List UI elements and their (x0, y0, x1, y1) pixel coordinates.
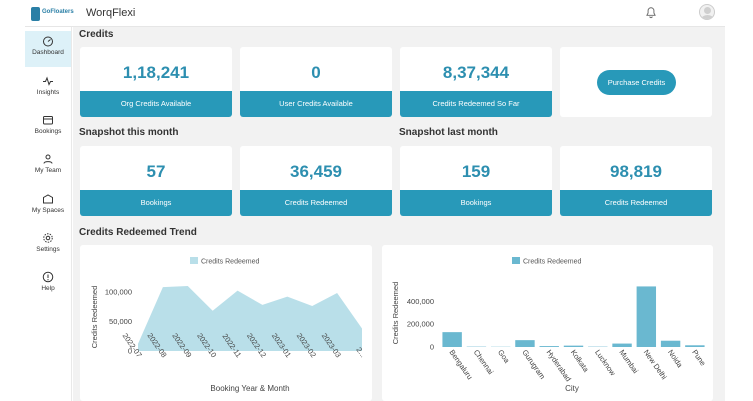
user-credits-label: User Credits Available (240, 91, 392, 117)
sidebar-item-dashboard[interactable]: Dashboard (25, 31, 71, 67)
x-tick-label: Lucknow (593, 348, 618, 378)
y-tick-label: 100,000 (105, 287, 132, 296)
x-tick-label: New Delhi (642, 348, 669, 381)
logo-text: GoFloaters (42, 9, 74, 15)
last-month-credits-card: 98,819 Credits Redeemed (560, 146, 712, 216)
legend-swatch (190, 257, 198, 264)
credits-redeemed-so-far-value: 8,37,344 (442, 63, 510, 82)
trend-chart-panel: Credits Redeemed 0 50,000 100,000 2022-07 202… (80, 245, 372, 401)
y-tick-label: 400,000 (407, 297, 434, 306)
org-credits-label: Org Credits Available (80, 91, 232, 117)
this-month-bookings-value: 57 (146, 162, 166, 181)
bar (636, 286, 657, 347)
bar (539, 346, 559, 347)
org-credits-value: 1,18,241 (122, 63, 190, 82)
sidebar-item-insights[interactable]: Insights (25, 71, 71, 107)
avatar-head-shape (704, 7, 711, 14)
x-tick-label: Hyderabad (545, 348, 573, 383)
avatar[interactable] (699, 4, 715, 20)
city-chart-panel: Credits Redeemed 0 200,000 400,000 Bengaluru… (382, 245, 713, 401)
sidebar-item-label: My Spaces (31, 207, 65, 214)
x-tick-label: Bengaluru (447, 348, 474, 381)
x-tick-label: Kolkata (569, 348, 591, 374)
bookings-icon (43, 116, 53, 125)
main-content: Credits 1,18,241 Org Credits Available 0… (73, 27, 725, 401)
this-month-bookings-card: 57 Bookings (80, 146, 232, 216)
team-icon (43, 154, 53, 164)
sidebar: Dashboard Insights Bookings My Team My S… (25, 27, 72, 401)
x-tick-label: Chennai (472, 348, 496, 376)
spaces-icon (43, 194, 53, 204)
sidebar-item-label: Insights (36, 89, 60, 96)
sidebar-item-settings[interactable]: Settings (25, 228, 71, 264)
area-series (138, 285, 362, 351)
this-month-credits-card: 36,459 Credits Redeemed (240, 146, 392, 216)
insights-icon (43, 76, 53, 86)
app-logo[interactable]: GoFloaters (31, 5, 75, 23)
sidebar-item-label: Help (41, 285, 55, 292)
x-tick-label: Noida (666, 348, 685, 370)
user-credits-value: 0 (311, 63, 321, 82)
purchase-credits-button[interactable]: Purchase Credits (597, 70, 676, 95)
last-month-bookings-label: Bookings (400, 190, 552, 216)
y-axis-label: Credits Redeemed (391, 282, 400, 345)
snapshot-last-month-title: Snapshot last month (399, 127, 498, 138)
y-tick-label: 0 (430, 343, 434, 352)
this-month-bookings-label: Bookings (80, 190, 232, 216)
bar (685, 345, 705, 347)
x-tick-label: Pune (690, 348, 707, 368)
sidebar-item-label: My Team (34, 167, 62, 174)
app-title: WorqFlexi (86, 7, 136, 19)
legend-swatch (512, 257, 520, 264)
credits-section-title: Credits (79, 29, 114, 40)
trend-section-title: Credits Redeemed Trend (79, 227, 197, 238)
bar (563, 345, 584, 347)
help-icon (42, 271, 54, 283)
this-month-credits-value: 36,459 (290, 162, 342, 181)
snapshot-this-month-title: Snapshot this month (79, 127, 179, 138)
sidebar-item-label: Settings (36, 246, 60, 253)
sidebar-item-my-spaces[interactable]: My Spaces (25, 189, 71, 225)
city-bar-chart: Credits Redeemed 0 200,000 400,000 Bengaluru… (391, 257, 708, 393)
last-month-bookings-value: 159 (461, 162, 491, 181)
this-month-credits-label: Credits Redeemed (240, 190, 392, 216)
legend-label: Credits Redeemed (523, 259, 581, 266)
bar (612, 343, 632, 347)
top-bar: GoFloaters WorqFlexi (25, 0, 725, 27)
y-tick-label: 200,000 (407, 320, 434, 329)
last-month-credits-value: 98,819 (610, 162, 662, 181)
sidebar-item-label: Dashboard (32, 49, 64, 56)
x-tick-label: Gurugram (520, 348, 547, 381)
y-tick-label: 0 (128, 347, 132, 356)
bar (515, 340, 535, 347)
gear-icon (43, 233, 53, 243)
sidebar-item-help[interactable]: Help (25, 267, 71, 303)
dashboard-icon (43, 36, 53, 47)
credits-redeemed-so-far-card: 8,37,344 Credits Redeemed So Far (400, 47, 552, 117)
last-month-credits-label: Credits Redeemed (560, 190, 712, 216)
y-axis-label: Credits Redeemed (90, 286, 99, 349)
logo-mark (31, 7, 40, 21)
sidebar-item-label: Bookings (34, 128, 62, 135)
x-axis-label: Booking Year & Month (210, 384, 289, 393)
purchase-credits-card: Purchase Credits (560, 47, 712, 117)
x-tick-label: Goa (496, 348, 512, 365)
bar (442, 332, 462, 347)
y-tick-label: 50,000 (109, 317, 132, 326)
legend-label: Credits Redeemed (201, 259, 259, 266)
sidebar-item-bookings[interactable]: Bookings (25, 110, 71, 146)
avatar-body-shape (701, 15, 714, 19)
x-axis-label: City (565, 384, 579, 393)
bell-icon[interactable] (644, 6, 658, 20)
org-credits-card: 1,18,241 Org Credits Available (80, 47, 232, 117)
user-credits-card: 0 User Credits Available (240, 47, 392, 117)
last-month-bookings-card: 159 Bookings (400, 146, 552, 216)
sidebar-item-my-team[interactable]: My Team (25, 149, 71, 185)
x-tick-label: Mumbai (617, 348, 640, 375)
credits-redeemed-so-far-label: Credits Redeemed So Far (400, 91, 552, 117)
bar (660, 340, 681, 347)
